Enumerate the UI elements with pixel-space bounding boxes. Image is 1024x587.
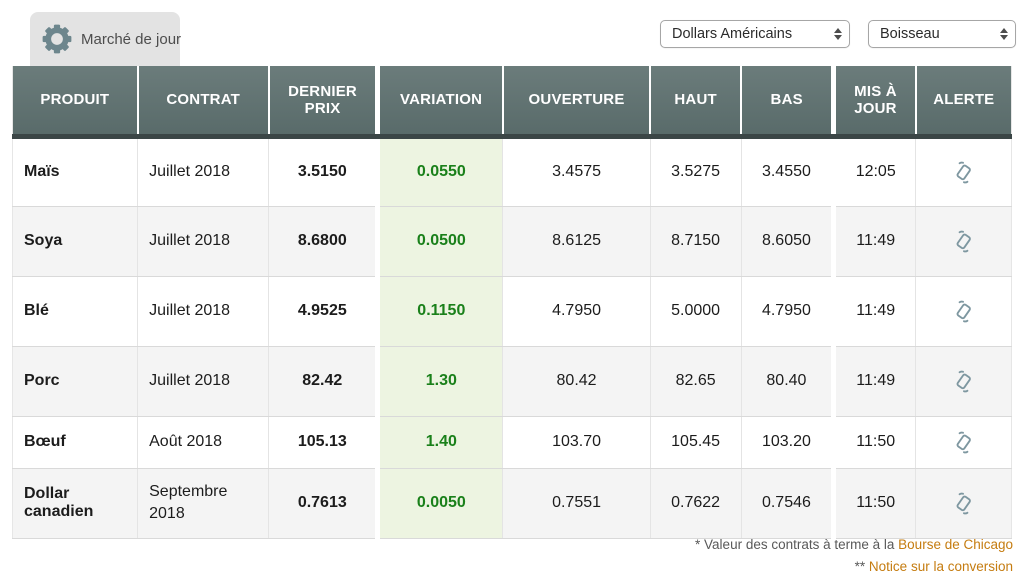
gear-icon xyxy=(42,24,72,54)
footnotes: * Valeur des contrats à terme à la Bours… xyxy=(695,534,1013,578)
open-cell: 3.4575 xyxy=(503,136,650,206)
product-cell: Bœuf xyxy=(13,416,138,468)
open-cell: 80.42 xyxy=(503,346,650,416)
high-cell: 8.7150 xyxy=(650,206,741,276)
updated-cell: 11:49 xyxy=(834,346,916,416)
table-row: Blé Juillet 2018 4.9525 0.1150 4.7950 5.… xyxy=(13,276,1012,346)
currency-select-value: Dollars Américains xyxy=(672,26,828,42)
variation-cell: 1.30 xyxy=(378,346,503,416)
footnote-chicago-text: * Valeur des contrats à terme à la xyxy=(695,537,894,552)
high-cell: 5.0000 xyxy=(650,276,741,346)
open-cell: 4.7950 xyxy=(503,276,650,346)
product-cell: Blé xyxy=(13,276,138,346)
table-header-row: PRODUIT CONTRAT DERNIER PRIX VARIATION O… xyxy=(13,66,1012,136)
high-cell: 0.7622 xyxy=(650,468,741,538)
chevron-updown-icon xyxy=(834,28,842,40)
market-page: Marché de jour Dollars Américains Boisse… xyxy=(0,0,1024,587)
tab-label: Marché de jour xyxy=(81,31,181,48)
column-header-produit: PRODUIT xyxy=(13,66,138,136)
alert-cell[interactable] xyxy=(916,468,1012,538)
updated-cell: 12:05 xyxy=(834,136,916,206)
link-bourse-de-chicago[interactable]: Bourse de Chicago xyxy=(898,537,1013,552)
alert-cell[interactable] xyxy=(916,136,1012,206)
contract-cell: Juillet 2018 xyxy=(138,206,269,276)
updated-cell: 11:49 xyxy=(834,276,916,346)
product-cell: Maïs xyxy=(13,136,138,206)
contract-cell: Août 2018 xyxy=(138,416,269,468)
column-header-bas: BAS xyxy=(741,66,834,136)
table-row: Maïs Juillet 2018 3.5150 0.0550 3.4575 3… xyxy=(13,136,1012,206)
alert-cell[interactable] xyxy=(916,416,1012,468)
currency-select[interactable]: Dollars Américains xyxy=(660,20,850,48)
table-row: Porc Juillet 2018 82.42 1.30 80.42 82.65… xyxy=(13,346,1012,416)
open-cell: 8.6125 xyxy=(503,206,650,276)
low-cell: 80.40 xyxy=(741,346,834,416)
low-cell: 3.4550 xyxy=(741,136,834,206)
product-cell: Soya xyxy=(13,206,138,276)
variation-cell: 1.40 xyxy=(378,416,503,468)
last-price-cell: 0.7613 xyxy=(269,468,378,538)
footnote-conversion-prefix: ** xyxy=(855,559,866,574)
high-cell: 3.5275 xyxy=(650,136,741,206)
alert-cell[interactable] xyxy=(916,346,1012,416)
updated-cell: 11:50 xyxy=(834,468,916,538)
toolbar-selects: Dollars Américains Boisseau xyxy=(660,20,1016,48)
unit-select[interactable]: Boisseau xyxy=(868,20,1016,48)
alert-bell-icon xyxy=(951,433,976,450)
low-cell: 103.20 xyxy=(741,416,834,468)
table-row: Bœuf Août 2018 105.13 1.40 103.70 105.45… xyxy=(13,416,1012,468)
column-header-ouverture: OUVERTURE xyxy=(503,66,650,136)
link-notice-conversion[interactable]: Notice sur la conversion xyxy=(869,559,1013,574)
footnote-conversion: ** Notice sur la conversion xyxy=(695,556,1013,578)
column-header-dernier-prix: DERNIER PRIX xyxy=(269,66,378,136)
chevron-updown-icon xyxy=(1000,28,1008,40)
last-price-cell: 8.6800 xyxy=(269,206,378,276)
updated-cell: 11:50 xyxy=(834,416,916,468)
column-header-mis-a-jour: MIS À JOUR xyxy=(834,66,916,136)
column-header-haut: HAUT xyxy=(650,66,741,136)
market-table: PRODUIT CONTRAT DERNIER PRIX VARIATION O… xyxy=(12,66,1012,539)
variation-cell: 0.1150 xyxy=(378,276,503,346)
high-cell: 82.65 xyxy=(650,346,741,416)
last-price-cell: 82.42 xyxy=(269,346,378,416)
product-cell: Dollar canadien xyxy=(13,468,138,538)
updated-cell: 11:49 xyxy=(834,206,916,276)
last-price-cell: 105.13 xyxy=(269,416,378,468)
variation-cell: 0.0050 xyxy=(378,468,503,538)
column-header-contrat: CONTRAT xyxy=(138,66,269,136)
high-cell: 105.45 xyxy=(650,416,741,468)
low-cell: 0.7546 xyxy=(741,468,834,538)
variation-cell: 0.0500 xyxy=(378,206,503,276)
column-header-variation: VARIATION xyxy=(378,66,503,136)
last-price-cell: 4.9525 xyxy=(269,276,378,346)
last-price-cell: 3.5150 xyxy=(269,136,378,206)
product-cell: Porc xyxy=(13,346,138,416)
low-cell: 4.7950 xyxy=(741,276,834,346)
alert-bell-icon xyxy=(951,302,976,319)
open-cell: 0.7551 xyxy=(503,468,650,538)
tab-marche-de-jour[interactable]: Marché de jour xyxy=(30,12,180,66)
alert-cell[interactable] xyxy=(916,276,1012,346)
alert-bell-icon xyxy=(951,163,976,180)
alert-bell-icon xyxy=(951,232,976,249)
alert-cell[interactable] xyxy=(916,206,1012,276)
open-cell: 103.70 xyxy=(503,416,650,468)
table-row: Soya Juillet 2018 8.6800 0.0500 8.6125 8… xyxy=(13,206,1012,276)
column-header-alerte: ALERTE xyxy=(916,66,1012,136)
alert-bell-icon xyxy=(951,494,976,511)
table-row: Dollar canadien Septembre 2018 0.7613 0.… xyxy=(13,468,1012,538)
variation-cell: 0.0550 xyxy=(378,136,503,206)
contract-cell: Juillet 2018 xyxy=(138,276,269,346)
contract-cell: Juillet 2018 xyxy=(138,346,269,416)
low-cell: 8.6050 xyxy=(741,206,834,276)
footnote-chicago: * Valeur des contrats à terme à la Bours… xyxy=(695,534,1013,556)
contract-cell: Juillet 2018 xyxy=(138,136,269,206)
alert-bell-icon xyxy=(951,372,976,389)
unit-select-value: Boisseau xyxy=(880,26,994,42)
contract-cell: Septembre 2018 xyxy=(138,468,269,538)
